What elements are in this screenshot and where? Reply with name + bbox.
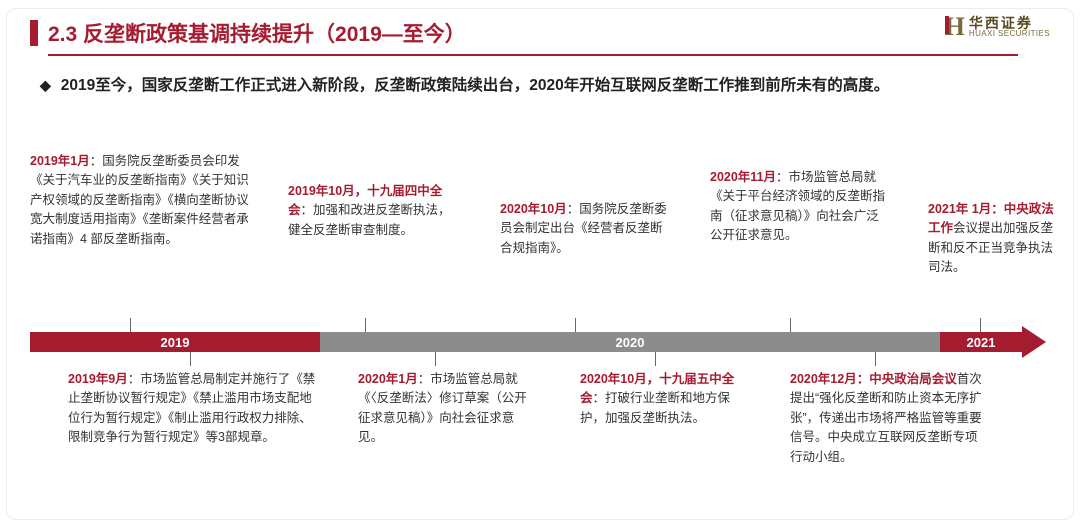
header-accent-bar	[30, 20, 38, 46]
timeline-tick	[790, 318, 791, 332]
timeline-tick	[365, 318, 366, 332]
timeline-segment-2019: 2019	[30, 332, 320, 352]
timeline: 2019 2020 2021	[30, 332, 1050, 352]
intro-text: 2019至今，国家反垄断工作正式进入新阶段，反垄断政策陆续出台，2020年开始互…	[61, 77, 889, 94]
timeline-bar: 2019 2020 2021	[30, 332, 1050, 352]
timeline-tick	[875, 352, 876, 366]
logo-en: HUAXI SECURITIES	[969, 30, 1050, 38]
timeline-event: 2020年12月：中央政治局会议首次提出“强化反垄断和防止资本无序扩张”，传递出…	[790, 370, 985, 467]
bullet-diamond-icon: ◆	[40, 77, 51, 93]
timeline-event: 2021年 1月：中央政法工作会议提出加强反垄断和反不正当竞争执法司法。	[928, 200, 1056, 278]
timeline-tick	[655, 352, 656, 366]
timeline-tick	[190, 352, 191, 366]
timeline-event: 2020年10月：国务院反垄断委员会制定出台《经营者反垄断合规指南》。	[500, 200, 670, 258]
timeline-segment-2020: 2020	[320, 332, 940, 352]
header: 2.3 反垄断政策基调持续提升（2019—至今）	[0, 0, 1080, 48]
timeline-arrowhead-icon	[1022, 326, 1046, 358]
timeline-event: 2020年11月：市场监管总局就《关于平台经济领域的反垄断指南（征求意见稿）》向…	[710, 168, 890, 246]
timeline-tick	[130, 318, 131, 332]
timeline-event: 2020年10月，十九届五中全会：打破行业垄断和地方保护，加强反垄断执法。	[580, 370, 755, 428]
logo: H 华西证券 HUAXI SECURITIES	[945, 12, 1050, 42]
timeline-event: 2019年1月：国务院反垄断委员会印发《关于汽车业的反垄断指南》《关于知识产权领…	[30, 152, 255, 249]
timeline-event: 2020年1月：市场监管总局就《〈反垄断法〉修订草案（公开征求意见稿）》向社会征…	[358, 370, 538, 448]
timeline-event: 2019年9月：市场监管总局制定并施行了《禁止垄断协议暂行规定》《禁止滥用市场支…	[68, 370, 320, 448]
timeline-tick	[435, 352, 436, 366]
page-title: 2.3 反垄断政策基调持续提升（2019—至今）	[48, 18, 466, 48]
timeline-tick	[980, 318, 981, 332]
logo-mark: H	[945, 12, 965, 42]
timeline-segment-2021: 2021	[940, 332, 1022, 352]
logo-cn: 华西证券	[969, 16, 1050, 30]
timeline-tick	[575, 318, 576, 332]
intro-paragraph: ◆ 2019至今，国家反垄断工作正式进入新阶段，反垄断政策陆续出台，2020年开始…	[0, 56, 1080, 100]
timeline-event: 2019年10月，十九届四中全会：加强和改进反垄断执法，健全反垄断审查制度。	[288, 182, 458, 240]
